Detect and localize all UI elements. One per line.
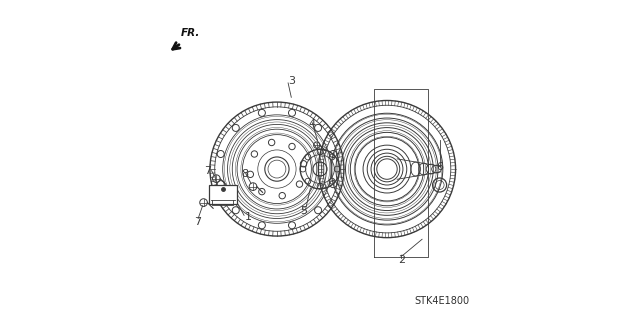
- Text: 6: 6: [436, 162, 443, 173]
- Text: 2: 2: [398, 255, 405, 265]
- Text: 8: 8: [241, 169, 248, 179]
- Text: 4: 4: [308, 119, 316, 130]
- Text: 5: 5: [301, 205, 308, 216]
- Text: 1: 1: [244, 212, 252, 222]
- Text: 7: 7: [194, 217, 201, 227]
- Text: 3: 3: [288, 76, 295, 86]
- Text: 7: 7: [204, 166, 211, 176]
- FancyBboxPatch shape: [209, 185, 237, 204]
- Text: STK4E1800: STK4E1800: [415, 296, 470, 306]
- Text: FR.: FR.: [181, 28, 200, 38]
